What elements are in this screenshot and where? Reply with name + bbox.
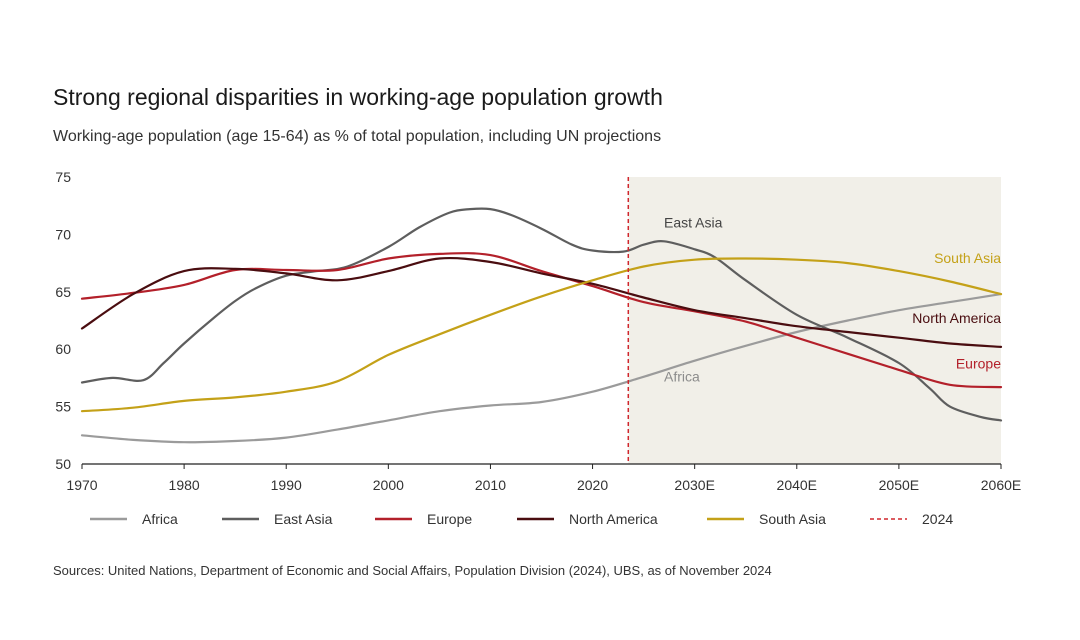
- series-annotation-europe: Europe: [956, 356, 1001, 372]
- y-tick-label: 70: [55, 226, 71, 242]
- legend-label: Europe: [427, 511, 472, 527]
- y-tick-label: 50: [55, 456, 71, 472]
- series-annotation-north-america: North America: [912, 310, 1001, 326]
- x-tick-label: 1990: [271, 477, 302, 493]
- x-tick-label: 2010: [475, 477, 506, 493]
- chart-subtitle: Working-age population (age 15-64) as % …: [53, 128, 662, 145]
- series-annotation-east-asia: East Asia: [664, 215, 723, 231]
- legend-label: Africa: [142, 511, 178, 527]
- y-tick-label: 55: [55, 399, 71, 415]
- legend-label: North America: [569, 511, 658, 527]
- series-annotation-africa: Africa: [664, 368, 700, 384]
- x-tick-label: 1970: [66, 477, 97, 493]
- legend-label: 2024: [922, 511, 953, 527]
- y-tick-label: 65: [55, 284, 71, 300]
- x-tick-label: 2020: [577, 477, 608, 493]
- series-line-africa: [80, 293, 1003, 444]
- y-tick-label: 60: [55, 341, 71, 357]
- series-line-north-america: [80, 256, 1003, 348]
- x-tick-label: 2000: [373, 477, 404, 493]
- series-line-south-asia: [80, 257, 1003, 413]
- chart-title: Strong regional disparities in working-a…: [53, 84, 663, 110]
- y-tick-label: 75: [55, 169, 71, 185]
- x-tick-label: 2040E: [777, 477, 817, 493]
- x-tick-label: 2030E: [674, 477, 714, 493]
- series-line-europe: [80, 252, 1003, 389]
- line-chart: 50 55 60 65 70 75 1970 1980 1990 2000 2010 2020 2030…: [55, 169, 1021, 527]
- x-tick-label: 1980: [169, 477, 200, 493]
- legend-label: South Asia: [759, 511, 826, 527]
- source-note: Sources: United Nations, Department of E…: [53, 563, 772, 578]
- x-tick-label: 2050E: [879, 477, 919, 493]
- x-tick-label: 2060E: [981, 477, 1021, 493]
- projection-shading: [628, 177, 1001, 464]
- series-annotation-south-asia: South Asia: [934, 250, 1001, 266]
- legend-label: East Asia: [274, 511, 333, 527]
